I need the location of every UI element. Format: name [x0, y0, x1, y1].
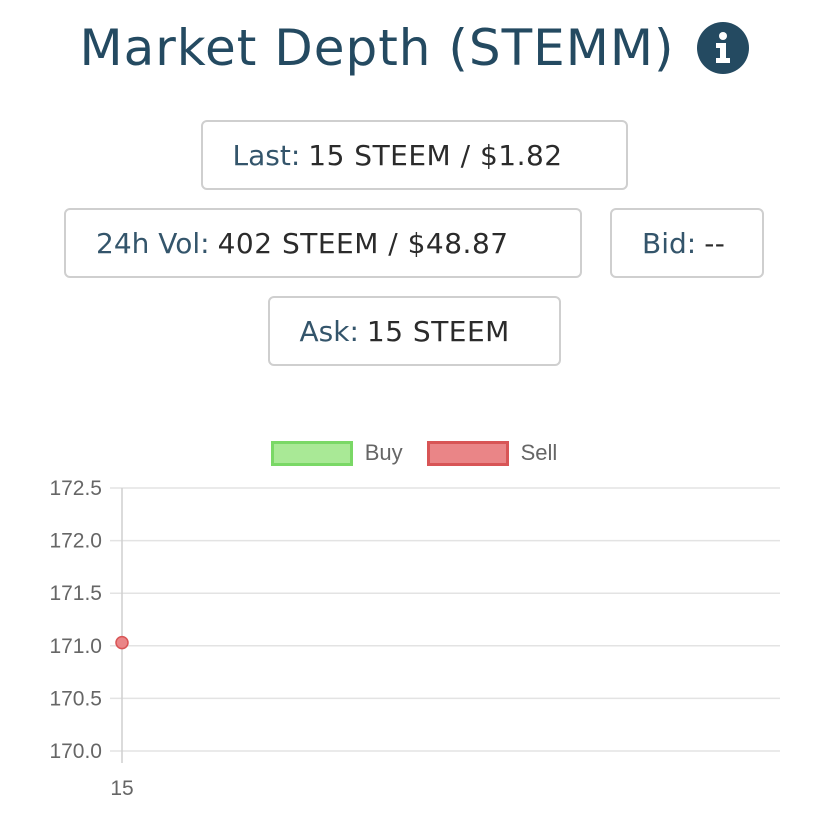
- y-tick-label: 172.5: [49, 477, 102, 500]
- last-price-label: Last:: [232, 138, 301, 172]
- y-tick-label: 172.0: [49, 530, 102, 553]
- stat-row-3: Ask: 15 STEEM: [0, 296, 828, 366]
- bid-label: Bid:: [642, 226, 697, 260]
- page-title: Market Depth (STEMM): [79, 19, 675, 77]
- last-price-value: 15 STEEM / $1.82: [308, 138, 563, 172]
- y-tick-label: 170.0: [49, 740, 102, 763]
- x-axis-ticks: 15: [110, 777, 133, 800]
- chart-points: [115, 635, 129, 650]
- x-tick-label: 15: [110, 777, 133, 800]
- ask-value: 15 STEEM: [366, 314, 510, 348]
- header: Market Depth (STEMM): [0, 10, 828, 86]
- legend-label-buy: Buy: [364, 440, 403, 465]
- y-tick-label: 171.5: [49, 582, 102, 605]
- volume-stat: 24h Vol: 402 STEEM / $48.87: [64, 208, 582, 278]
- last-price-stat: Last: 15 STEEM / $1.82: [200, 120, 628, 190]
- data-point-sell: [115, 635, 129, 650]
- y-tick-label: 171.0: [49, 635, 102, 658]
- chart-legend: Buy Sell: [0, 440, 828, 466]
- volume-value: 402 STEEM / $48.87: [217, 226, 509, 260]
- ask-stat: Ask: 15 STEEM: [267, 296, 561, 366]
- volume-label: 24h Vol:: [96, 226, 210, 260]
- info-icon[interactable]: [696, 22, 749, 74]
- y-axis-ticks: 170.0 170.5 171.0 171.5 172.0 172.5: [49, 477, 102, 763]
- legend-item-sell[interactable]: Sell: [426, 440, 558, 466]
- y-tick-label: 170.5: [49, 687, 102, 710]
- depth-chart: 170.0 170.5 171.0 171.5 172.0 172.5 15: [49, 477, 780, 800]
- ask-label: Ask:: [299, 314, 359, 348]
- bid-stat: Bid: --: [610, 208, 764, 278]
- legend-swatch-buy: [270, 440, 353, 466]
- legend-swatch-sell: [426, 440, 509, 466]
- stat-row-2: 24h Vol: 402 STEEM / $48.87 Bid: --: [0, 208, 828, 278]
- stat-row-1: Last: 15 STEEM / $1.82: [0, 120, 828, 190]
- bid-value: --: [704, 226, 726, 260]
- legend-label-sell: Sell: [520, 440, 558, 465]
- chart-grid: [110, 487, 780, 763]
- legend-item-buy[interactable]: Buy: [270, 440, 403, 466]
